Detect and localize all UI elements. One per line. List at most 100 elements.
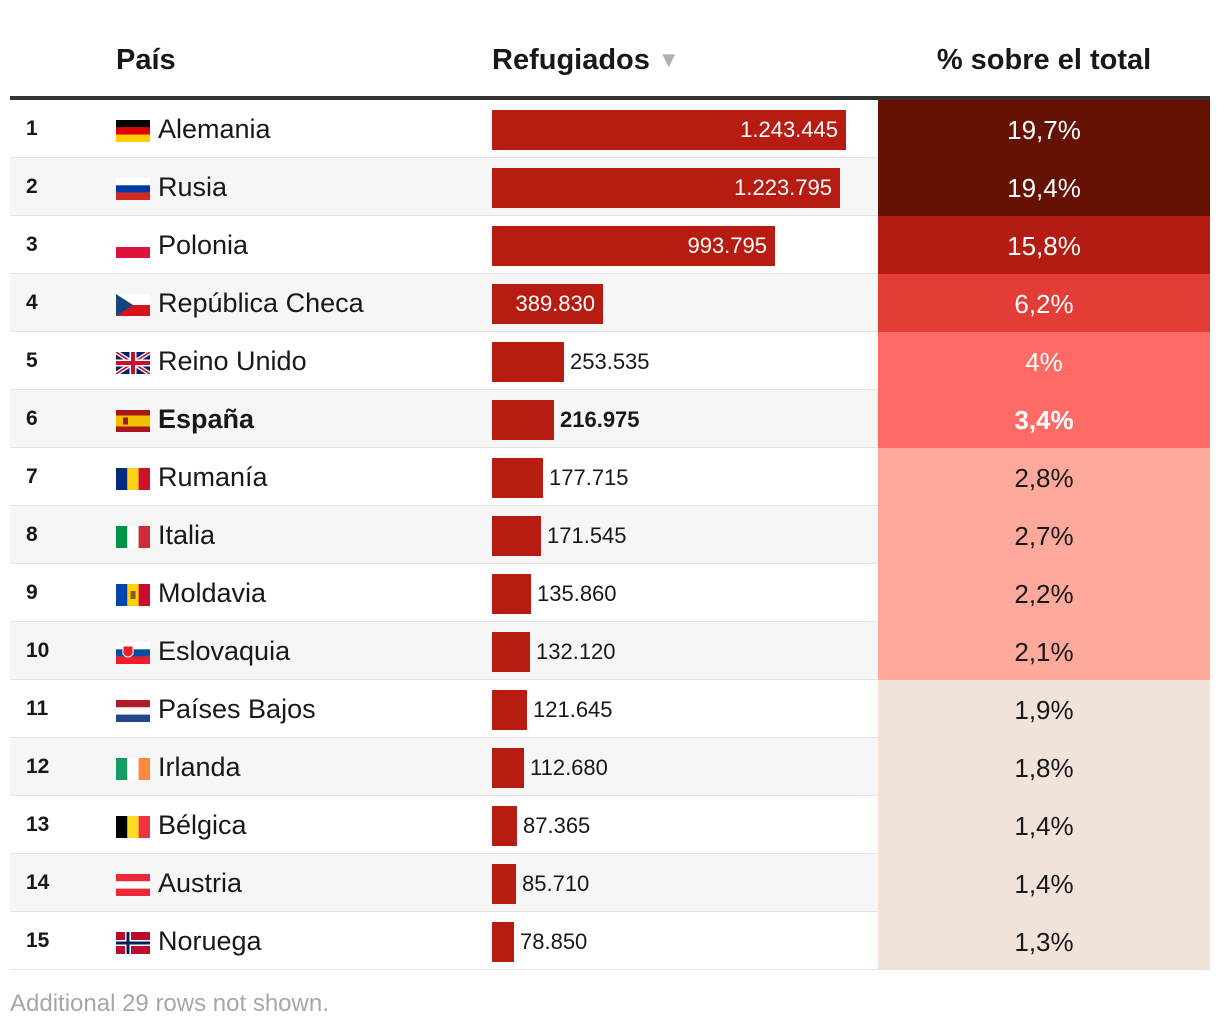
- refugees-value-label: 993.795: [687, 233, 767, 258]
- sort-descending-icon[interactable]: ▼: [657, 47, 680, 72]
- percent-cell: 1,4%: [878, 796, 1210, 854]
- table-row: 1 Alemania 1.243.445 19,7%: [10, 100, 1210, 158]
- refugees-bar: [492, 342, 564, 382]
- refugees-value-label: 1.223.795: [734, 175, 832, 200]
- row-rank: 11: [26, 697, 49, 720]
- percent-cell: 2,8%: [878, 448, 1210, 506]
- country-column-header[interactable]: País: [116, 44, 176, 76]
- refugees-column-header[interactable]: Refugiados ▼: [492, 44, 680, 77]
- row-rank: 1: [26, 117, 38, 140]
- refugees-bar: [492, 632, 530, 672]
- refugees-value-label: 177.715: [549, 465, 629, 490]
- poland-flag-icon: [116, 236, 150, 258]
- refugees-value-label: 253.535: [570, 349, 650, 374]
- country-name: Alemania: [158, 114, 271, 144]
- country-name: Polonia: [158, 230, 249, 260]
- refugees-cell: 132.120: [492, 622, 878, 680]
- refugees-bar: [492, 400, 554, 440]
- refugees-cell: 216.975: [492, 390, 878, 448]
- ireland-flag-icon: [116, 758, 150, 780]
- country-name: República Checa: [158, 288, 364, 318]
- row-rank: 8: [26, 523, 38, 546]
- percent-cell: 19,4%: [878, 158, 1210, 216]
- row-rank: 7: [26, 465, 38, 488]
- row-rank: 5: [26, 349, 38, 372]
- refugees-value-label: 1.243.445: [740, 117, 838, 142]
- refugees-cell: 389.830: [492, 274, 878, 332]
- refugees-value-label: 78.850: [520, 929, 588, 954]
- country-name: Eslovaquia: [158, 636, 291, 666]
- spain-flag-icon: [116, 410, 150, 432]
- percent-cell: 2,2%: [878, 564, 1210, 622]
- refugees-value-label: 121.645: [533, 697, 613, 722]
- table-row: 15 Noruega 78.850 1,3%: [10, 912, 1210, 970]
- refugees-value-label: 389.830: [515, 291, 595, 316]
- refugees-cell: 253.535: [492, 332, 878, 390]
- romania-flag-icon: [116, 468, 150, 490]
- country-name: Bélgica: [158, 810, 247, 840]
- row-rank: 2: [26, 175, 38, 198]
- row-rank: 10: [26, 639, 50, 662]
- country-name: Reino Unido: [158, 346, 307, 376]
- table-row: 9 Moldavia 135.860 2,2%: [10, 564, 1210, 622]
- czech-flag-icon: [116, 294, 150, 316]
- row-rank: 12: [26, 755, 50, 778]
- refugees-bar: [492, 574, 531, 614]
- belgium-flag-icon: [116, 816, 150, 838]
- percent-cell: 19,7%: [878, 100, 1210, 158]
- refugees-value-label: 112.680: [530, 755, 608, 780]
- refugees-cell: 87.365: [492, 796, 878, 854]
- refugees-cell: 135.860: [492, 564, 878, 622]
- table-row: 14 Austria 85.710 1,4%: [10, 854, 1210, 912]
- percent-cell: 4%: [878, 332, 1210, 390]
- country-name: Irlanda: [158, 752, 241, 782]
- moldova-flag-icon: [116, 584, 150, 606]
- table-row: 2 Rusia 1.223.795 19,4%: [10, 158, 1210, 216]
- refugees-cell: 171.545: [492, 506, 878, 564]
- refugees-cell: 1.223.795: [492, 158, 878, 216]
- refugees-value-label: 132.120: [536, 639, 616, 664]
- refugees-cell: 85.710: [492, 854, 878, 912]
- norway-flag-icon: [116, 932, 150, 954]
- table-row: 11 Países Bajos 121.645 1,9%: [10, 680, 1210, 738]
- netherlands-flag-icon: [116, 700, 150, 722]
- refugees-bar: [492, 806, 517, 846]
- country-name: Moldavia: [158, 578, 267, 608]
- table-body: 1 Alemania 1.243.445 19,7% 2 Rusia 1.223.795 19…: [10, 100, 1210, 970]
- refugees-cell: 78.850: [492, 912, 878, 970]
- country-name: Austria: [158, 868, 243, 898]
- percent-cell: 1,9%: [878, 680, 1210, 738]
- country-name: España: [158, 404, 255, 434]
- country-name: Rumanía: [158, 462, 268, 492]
- germany-flag-icon: [116, 120, 150, 142]
- refugees-value-label: 87.365: [523, 813, 591, 838]
- refugees-cell: 1.243.445: [492, 100, 878, 158]
- country-name: Países Bajos: [158, 694, 316, 724]
- refugees-bar: [492, 226, 775, 266]
- refugees-bar: [492, 690, 527, 730]
- italy-flag-icon: [116, 526, 150, 548]
- percent-cell: 2,7%: [878, 506, 1210, 564]
- percent-cell: 1,3%: [878, 912, 1210, 970]
- refugees-cell: 177.715: [492, 448, 878, 506]
- refugees-bar: [492, 922, 514, 962]
- country-name: Rusia: [158, 172, 228, 202]
- table-header: País Refugiados ▼ % sobre el total: [10, 0, 1210, 100]
- refugees-value-label: 135.860: [537, 581, 617, 606]
- refugees-cell: 993.795: [492, 216, 878, 274]
- table-row: 12 Irlanda 112.680 1,8%: [10, 738, 1210, 796]
- refugees-bar: [492, 168, 840, 208]
- percent-cell: 3,4%: [878, 390, 1210, 448]
- row-rank: 13: [26, 813, 50, 836]
- country-name: Italia: [158, 520, 216, 550]
- row-rank: 4: [26, 291, 38, 314]
- percent-column-header[interactable]: % sobre el total: [936, 44, 1152, 76]
- percent-cell: 1,4%: [878, 854, 1210, 912]
- refugees-bar: [492, 458, 543, 498]
- slovakia-flag-icon: [116, 642, 150, 664]
- refugees-bar: [492, 864, 516, 904]
- country-name: Noruega: [158, 926, 262, 956]
- row-rank: 3: [26, 233, 38, 256]
- refugees-value-label: 85.710: [522, 871, 590, 896]
- table-row: 3 Polonia 993.795 15,8%: [10, 216, 1210, 274]
